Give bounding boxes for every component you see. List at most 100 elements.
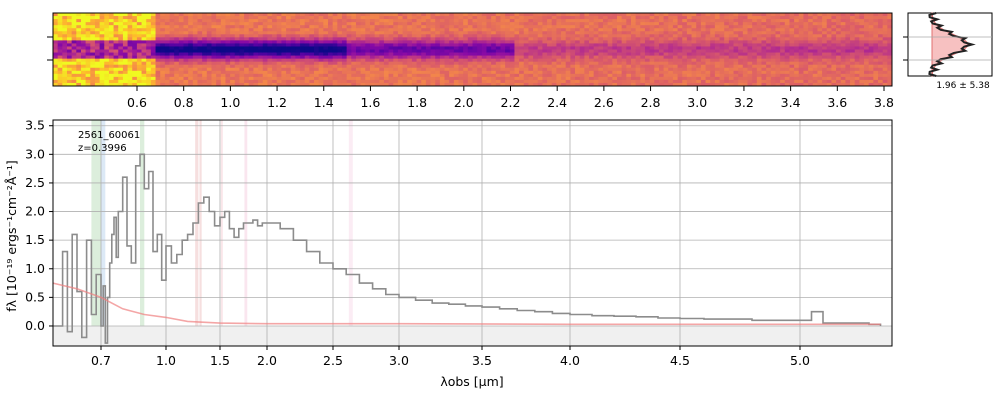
heatmap-cell <box>230 79 236 84</box>
heatmap-cell <box>789 79 795 84</box>
heatmap-cell <box>878 58 884 63</box>
heatmap-cell <box>458 37 464 41</box>
heatmap-cell <box>523 52 529 56</box>
heatmap-cell <box>281 40 287 44</box>
heatmap-cell <box>770 61 776 66</box>
heatmap-cell <box>421 70 427 75</box>
heatmap-cell <box>435 13 441 17</box>
heatmap-cell <box>747 67 753 72</box>
heatmap-cell <box>509 28 515 32</box>
heatmap-cell <box>477 67 483 72</box>
heatmap-cell <box>421 25 427 29</box>
heatmap-cell <box>868 46 874 50</box>
heatmap-cell <box>337 79 343 84</box>
heatmap-cell <box>542 43 548 47</box>
heatmap-cell <box>850 58 856 63</box>
heatmap-cell <box>565 31 571 35</box>
heatmap-cell <box>738 16 744 20</box>
heatmap-cell <box>854 52 860 56</box>
heatmap-cell <box>565 73 571 78</box>
heatmap-cell <box>234 37 240 41</box>
heatmap-cell <box>836 67 842 72</box>
heatmap-cell <box>780 13 786 17</box>
heatmap-cell <box>486 40 492 44</box>
heatmap-cell <box>686 64 692 69</box>
heatmap-cell <box>794 28 800 32</box>
heatmap-cell <box>281 58 287 63</box>
heatmap-cell <box>528 34 534 38</box>
heatmap-cell <box>369 70 376 75</box>
heatmap-cell <box>435 49 441 53</box>
heatmap-cell <box>589 46 595 50</box>
heatmap-cell <box>104 19 110 23</box>
x-tick-label: 3.0 <box>389 353 409 368</box>
y-tick-label: 2.0 <box>25 204 45 219</box>
heatmap-cell <box>341 64 348 69</box>
heatmap-cell <box>840 13 846 17</box>
heatmap-cell <box>696 73 702 78</box>
heatmap-cell <box>160 22 166 26</box>
heatmap-cell <box>626 34 632 38</box>
heatmap-cell <box>225 52 231 56</box>
heatmap-cell <box>775 61 781 66</box>
heatmap-cell <box>523 61 529 66</box>
heatmap-cell <box>258 22 264 26</box>
heatmap-cell <box>840 58 846 63</box>
heatmap-cell <box>458 61 464 66</box>
heatmap-cell <box>584 76 590 81</box>
heatmap-cell <box>197 31 203 35</box>
heatmap-cell <box>323 64 329 69</box>
heatmap-cell <box>99 43 105 47</box>
heatmap-cell <box>616 82 623 87</box>
heatmap-cell <box>150 28 156 32</box>
heatmap-cell <box>449 67 455 72</box>
heatmap-cell <box>738 34 744 38</box>
heatmap-cell <box>472 67 478 72</box>
heatmap-cell <box>878 79 884 84</box>
heatmap-cell <box>453 58 459 63</box>
heatmap-cell <box>742 25 748 29</box>
heatmap-cell <box>164 49 170 53</box>
heatmap-cell <box>817 76 823 81</box>
heatmap-cell <box>416 61 422 66</box>
heatmap-cell <box>216 46 222 50</box>
heatmap-cell <box>481 82 487 87</box>
heatmap-cell <box>714 43 720 47</box>
heatmap-cell <box>728 61 734 66</box>
heatmap-cell <box>826 19 832 23</box>
heatmap-cell <box>766 25 772 29</box>
heatmap-cell <box>589 40 595 44</box>
heatmap-cell <box>202 64 208 69</box>
heatmap-cell <box>160 82 166 87</box>
heatmap-cell <box>742 64 748 69</box>
heatmap-cell <box>565 58 571 63</box>
heatmap-cell <box>136 19 142 23</box>
heatmap-cell <box>519 40 525 44</box>
heatmap-cell <box>337 43 343 47</box>
heatmap-cell <box>150 58 156 63</box>
heatmap-cell <box>444 37 450 41</box>
heatmap-cell <box>53 73 59 78</box>
heatmap-cell <box>104 34 110 38</box>
heatmap-cell <box>57 28 63 32</box>
heatmap-cell <box>481 52 487 56</box>
heatmap-cell <box>402 70 408 75</box>
heatmap-cell <box>164 28 170 32</box>
y-tick-label: 2.5 <box>25 175 45 190</box>
heatmap-cell <box>798 79 804 84</box>
heatmap-cell <box>80 34 87 38</box>
heatmap-cell <box>62 43 68 47</box>
heatmap-cell <box>230 31 236 35</box>
heatmap-cell <box>351 76 357 81</box>
heatmap-cell <box>453 73 459 78</box>
heatmap-cell <box>463 34 469 38</box>
heatmap-cell <box>341 73 348 78</box>
heatmap-cell <box>444 49 450 53</box>
heatmap-cell <box>780 67 786 72</box>
heatmap-cell <box>113 25 119 29</box>
heatmap-cell <box>570 31 576 35</box>
heatmap-cell <box>682 73 688 78</box>
heatmap-cell <box>178 49 184 53</box>
heatmap-cell <box>612 31 618 35</box>
heatmap-cell <box>337 22 343 26</box>
